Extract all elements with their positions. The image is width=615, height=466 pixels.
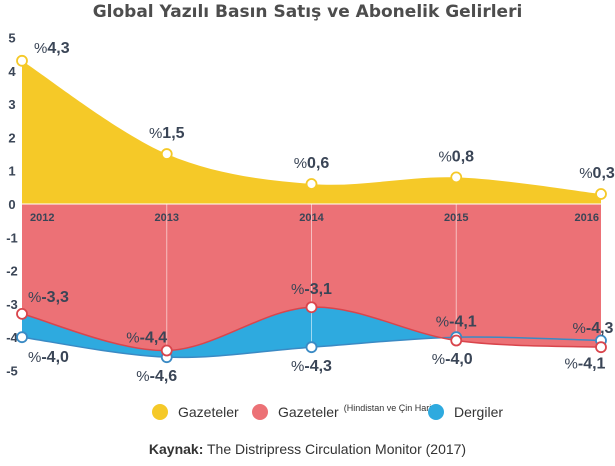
x-tick-label: 2016	[575, 212, 599, 224]
data-label-magazines: %-4,1	[565, 356, 606, 373]
y-tick-label: 2	[8, 130, 15, 145]
data-label-newspapers: %1,5	[149, 125, 185, 142]
source-text: The Distripress Circulation Monitor (201…	[203, 441, 467, 457]
y-tick-label: 1	[8, 164, 15, 179]
data-label-newspapers-excl: %-4,3	[573, 320, 614, 337]
data-label-newspapers-excl: %-3,3	[28, 289, 69, 306]
legend-dot-newspapers	[152, 404, 168, 420]
y-tick-label: -2	[6, 264, 18, 279]
y-tick-label: 0	[8, 197, 15, 212]
point-newspapers	[595, 188, 607, 200]
x-tick-label: 2015	[444, 212, 468, 224]
data-label-newspapers-excl: %-4,4	[126, 330, 167, 347]
data-label-newspapers: %0,6	[294, 155, 330, 172]
point-newspapers	[305, 178, 318, 190]
point-newspapers-excl	[16, 307, 28, 320]
legend-item-newspapers: Gazeteler	[152, 404, 239, 420]
y-tick-label: -4	[6, 330, 18, 345]
data-label-magazines: %-4,0	[28, 349, 69, 366]
point-newspapers-excl	[305, 301, 318, 314]
point-newspapers	[450, 171, 463, 184]
point-newspapers-excl	[595, 341, 607, 354]
source-note: Kaynak: The Distripress Circulation Moni…	[0, 441, 615, 457]
legend-item-magazines: Dergiler	[428, 404, 503, 420]
source-prefix: Kaynak:	[148, 441, 204, 457]
point-newspapers	[16, 54, 28, 67]
y-tick-label: -1	[6, 230, 18, 245]
legend-label: Dergiler	[454, 404, 504, 420]
legend-sublabel: (Hindistan ve Çin Hariç)	[343, 403, 439, 413]
y-tick-label: -3	[6, 297, 18, 312]
x-tick-label: 2013	[155, 212, 179, 224]
y-tick-label: 3	[8, 97, 15, 112]
area-newspapers	[22, 60, 601, 205]
data-label-magazines: %-4,6	[136, 368, 177, 385]
data-label-newspapers-excl: %-3,1	[291, 281, 332, 298]
data-label-newspapers: %4,3	[34, 40, 70, 57]
x-tick-label: 2014	[299, 212, 324, 224]
legend-item-newspapers-excl: Gazeteler (Hindistan ve Çin Hariç)	[252, 403, 439, 420]
point-magazines	[305, 341, 318, 354]
legend-label: Gazeteler	[178, 404, 239, 420]
y-tick-label: 5	[8, 31, 15, 46]
data-label-magazines: %-4,0	[432, 351, 473, 368]
point-newspapers	[160, 148, 173, 160]
chart-title: Global Yazılı Basın Satış ve Abonelik Ge…	[92, 2, 523, 22]
point-newspapers-excl	[160, 344, 173, 357]
point-magazines	[16, 331, 28, 344]
data-label-magazines: %-4,3	[291, 358, 332, 375]
x-tick-label: 2012	[30, 212, 54, 224]
data-label-newspapers: %0,3	[579, 165, 615, 182]
y-tick-label: -5	[6, 364, 18, 379]
legend-dot-magazines	[428, 404, 444, 420]
legend: Gazeteler Gazeteler (Hindistan ve Çin Ha…	[0, 403, 615, 426]
point-newspapers-excl	[450, 334, 463, 347]
legend-dot-newspapers-excl	[252, 404, 268, 420]
y-tick-label: 4	[8, 64, 16, 79]
data-label-newspapers-excl: %-4,1	[436, 314, 477, 331]
data-label-newspapers: %0,8	[438, 148, 474, 165]
legend-label: Gazeteler	[278, 404, 339, 420]
